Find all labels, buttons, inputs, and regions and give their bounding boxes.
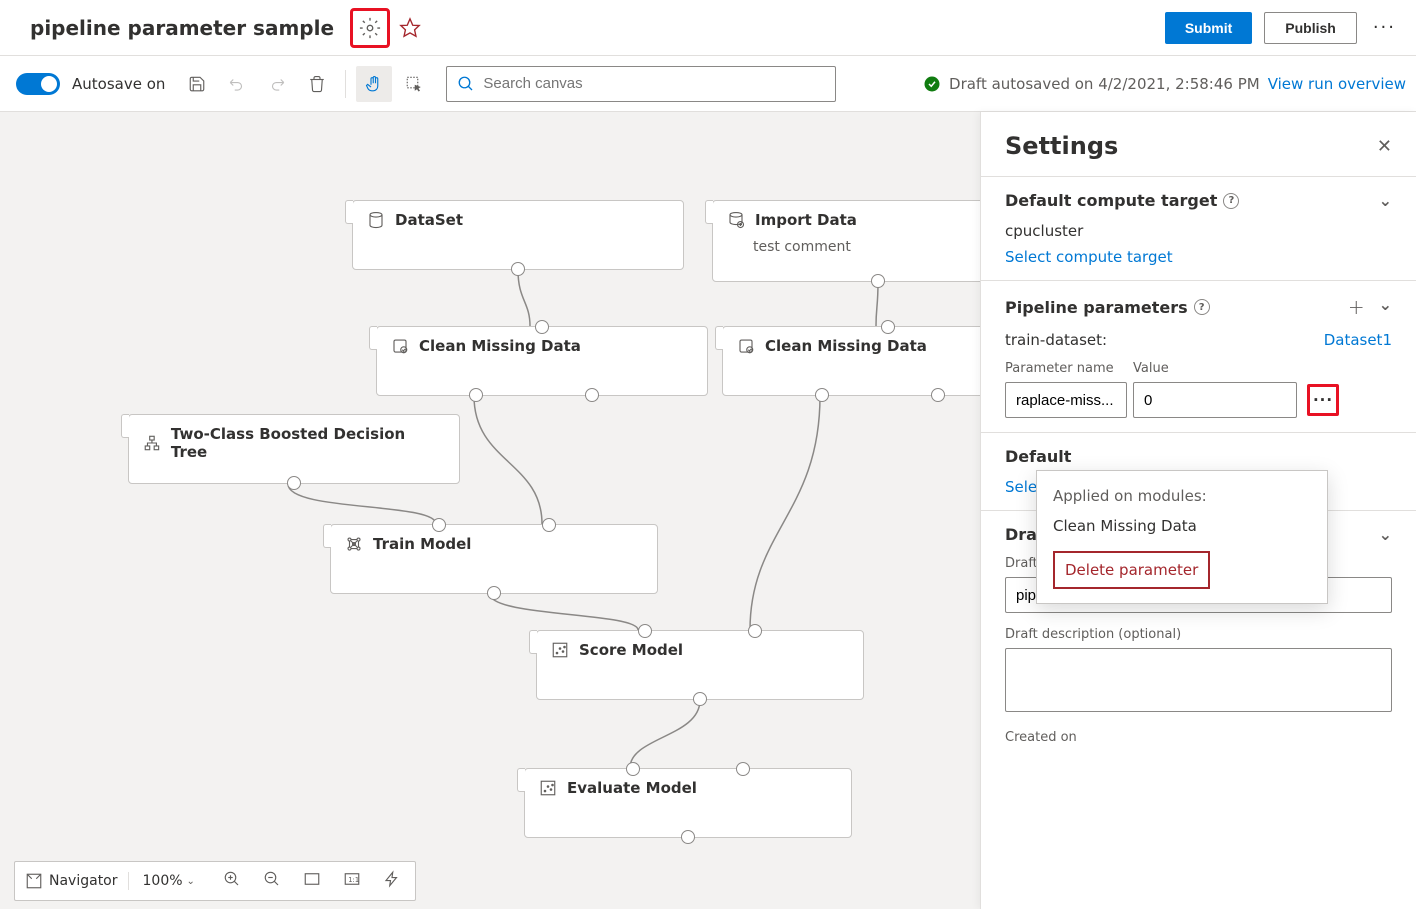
fit-screen-icon[interactable] [299,866,325,896]
params-heading: Pipeline parameters [1005,298,1188,317]
select-compute-link[interactable]: Select compute target [1005,248,1392,266]
delete-parameter-button[interactable]: Delete parameter [1053,551,1210,589]
undo-icon[interactable] [219,66,255,102]
redo-icon[interactable] [259,66,295,102]
actual-size-icon[interactable]: 1:1 [339,866,365,896]
node-clean1[interactable]: Clean Missing Data [376,326,708,396]
submit-button[interactable]: Submit [1165,12,1252,44]
param-value-col: Value [1133,361,1169,376]
chevron-down-icon[interactable]: ⌄ [1379,295,1392,319]
node-train[interactable]: Train Model [330,524,658,594]
compute-value: cpucluster [1005,222,1392,240]
zoom-out-icon[interactable] [259,866,285,896]
info-icon[interactable]: ? [1194,299,1210,315]
navigator-icon [25,872,43,890]
favorite-star-icon[interactable] [390,8,430,48]
compute-section: Default compute target ? ⌄ cpucluster Se… [981,176,1416,280]
draft-desc-label: Draft description (optional) [1005,627,1392,642]
node-dataset[interactable]: DataSet [352,200,684,270]
header-bar: pipeline parameter sample Submit Publish… [0,0,1416,56]
settings-title: Settings [1005,132,1118,160]
node-twoclass[interactable]: Two-Class Boosted Decision Tree [128,414,460,484]
save-icon[interactable] [179,66,215,102]
applied-on-label: Applied on modules: [1037,483,1327,509]
view-run-link[interactable]: View run overview [1268,75,1406,93]
chevron-down-icon[interactable]: ⌄ [1379,525,1392,544]
close-panel-icon[interactable]: ✕ [1377,136,1392,157]
pipeline-title: pipeline parameter sample [16,16,334,40]
param-value-input[interactable] [1133,382,1297,418]
node-evaluate[interactable]: Evaluate Model [524,768,852,838]
autosave-toggle[interactable] [16,73,60,95]
search-canvas-input[interactable] [446,66,836,102]
zoom-in-icon[interactable] [219,866,245,896]
compute-heading: Default compute target [1005,191,1217,210]
parameters-section: Pipeline parameters ? + ⌄ train-dataset:… [981,280,1416,432]
add-param-icon[interactable]: + [1348,295,1365,319]
node-score[interactable]: Score Model [536,630,864,700]
success-check-icon [923,75,941,93]
search-field[interactable] [483,75,825,92]
toolbar: Autosave on Draft autosaved on 4/2/2021,… [0,56,1416,112]
param-name-input[interactable] [1005,382,1127,418]
autosave-label: Autosave on [72,75,165,93]
delete-icon[interactable] [299,66,335,102]
created-on-label: Created on [1005,730,1392,745]
chevron-down-icon[interactable]: ⌄ [1379,191,1392,210]
canvas-footer: Navigator 100% ⌄ 1:1 [14,861,416,901]
zoom-chevron-icon[interactable]: ⌄ [187,876,195,887]
auto-layout-icon[interactable] [379,866,405,896]
param-more-icon[interactable]: ··· [1307,384,1339,416]
train-dataset-label: train-dataset: [1005,331,1107,349]
applied-module: Clean Missing Data [1037,509,1327,543]
default-heading: Default [1005,447,1071,466]
param-name-col: Parameter name [1005,361,1133,376]
draft-desc-input[interactable] [1005,648,1392,712]
svg-text:1:1: 1:1 [348,876,359,884]
info-icon[interactable]: ? [1223,193,1239,209]
select-icon[interactable] [396,66,432,102]
navigator-label[interactable]: Navigator [49,873,118,889]
publish-button[interactable]: Publish [1264,12,1357,44]
more-menu-icon[interactable]: ··· [1369,17,1400,38]
settings-panel: Settings ✕ Default compute target ? ⌄ cp… [980,112,1416,909]
autosave-status: Draft autosaved on 4/2/2021, 2:58:46 PM [949,75,1260,93]
pan-hand-icon[interactable] [356,66,392,102]
param-context-popup: Applied on modules: Clean Missing Data D… [1036,470,1328,604]
zoom-value[interactable]: 100% [143,873,183,889]
settings-gear-icon[interactable] [350,8,390,48]
train-dataset-value[interactable]: Dataset1 [1324,331,1392,349]
